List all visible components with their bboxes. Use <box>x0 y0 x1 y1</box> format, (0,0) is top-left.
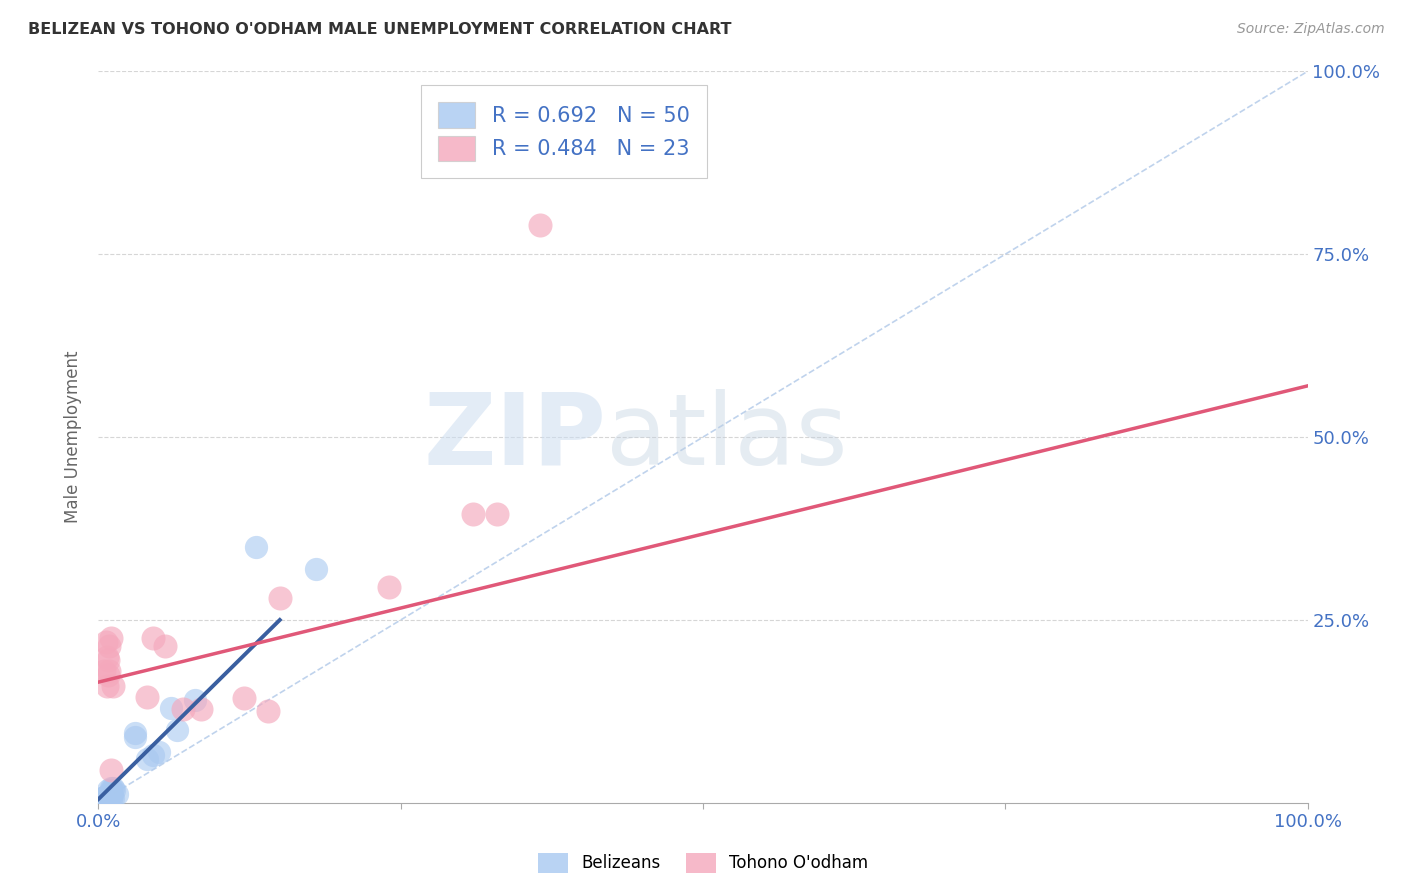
Point <box>105 787 128 801</box>
Point <box>148 745 170 759</box>
Point <box>98 664 121 678</box>
Point <box>97 792 120 806</box>
Point <box>96 790 118 805</box>
Point <box>245 540 267 554</box>
Point <box>97 653 120 667</box>
Point <box>90 792 112 806</box>
Point <box>96 793 118 807</box>
Point <box>91 791 114 805</box>
Point <box>93 792 115 806</box>
Point <box>94 635 117 649</box>
Point <box>91 793 114 807</box>
Point <box>93 792 115 806</box>
Point <box>269 591 291 605</box>
Point <box>305 562 328 576</box>
Point <box>377 580 399 594</box>
Point <box>93 794 115 808</box>
Point <box>93 664 115 678</box>
Point <box>91 790 114 805</box>
Point <box>101 791 124 805</box>
Point <box>93 792 115 806</box>
Point <box>91 790 114 805</box>
Point <box>166 723 188 737</box>
Point <box>97 793 120 807</box>
Point <box>94 792 117 806</box>
Point <box>529 218 551 232</box>
Point <box>124 730 146 744</box>
Text: atlas: atlas <box>606 389 848 485</box>
Point <box>190 702 212 716</box>
Point <box>97 782 120 797</box>
Point <box>103 782 125 797</box>
Legend: Belizeans, Tohono O'odham: Belizeans, Tohono O'odham <box>531 847 875 880</box>
Point <box>101 781 124 796</box>
Point <box>91 794 114 808</box>
Text: BELIZEAN VS TOHONO O'ODHAM MALE UNEMPLOYMENT CORRELATION CHART: BELIZEAN VS TOHONO O'ODHAM MALE UNEMPLOY… <box>28 22 731 37</box>
Point <box>100 789 122 803</box>
Point <box>97 667 120 681</box>
Point <box>97 789 120 804</box>
Point <box>94 791 117 805</box>
Point <box>91 791 114 805</box>
Point <box>90 794 112 808</box>
Point <box>100 781 122 796</box>
Point <box>100 763 122 777</box>
Legend: R = 0.692   N = 50, R = 0.484   N = 23: R = 0.692 N = 50, R = 0.484 N = 23 <box>422 86 707 178</box>
Point <box>96 793 118 807</box>
Point <box>124 726 146 740</box>
Point <box>153 639 176 653</box>
Point <box>135 752 157 766</box>
Point <box>100 632 122 646</box>
Point <box>96 649 118 664</box>
Point <box>91 792 114 806</box>
Point <box>93 794 115 808</box>
Point <box>93 789 115 804</box>
Point <box>256 705 278 719</box>
Text: Source: ZipAtlas.com: Source: ZipAtlas.com <box>1237 22 1385 37</box>
Point <box>172 702 194 716</box>
Point <box>94 789 117 804</box>
Point <box>160 700 183 714</box>
Point <box>98 792 121 806</box>
Point <box>97 789 120 804</box>
Point <box>101 679 124 693</box>
Point <box>142 748 165 763</box>
Y-axis label: Male Unemployment: Male Unemployment <box>65 351 83 524</box>
Point <box>96 679 118 693</box>
Point <box>98 787 121 801</box>
Point <box>135 690 157 704</box>
Point <box>93 794 115 808</box>
Point <box>98 639 121 653</box>
Point <box>100 792 122 806</box>
Point <box>100 782 122 797</box>
Point <box>463 507 485 521</box>
Point <box>184 693 207 707</box>
Point <box>94 793 117 807</box>
Point <box>91 794 114 808</box>
Point <box>232 691 254 706</box>
Text: ZIP: ZIP <box>423 389 606 485</box>
Point <box>142 632 165 646</box>
Point <box>486 507 509 521</box>
Point <box>98 792 121 806</box>
